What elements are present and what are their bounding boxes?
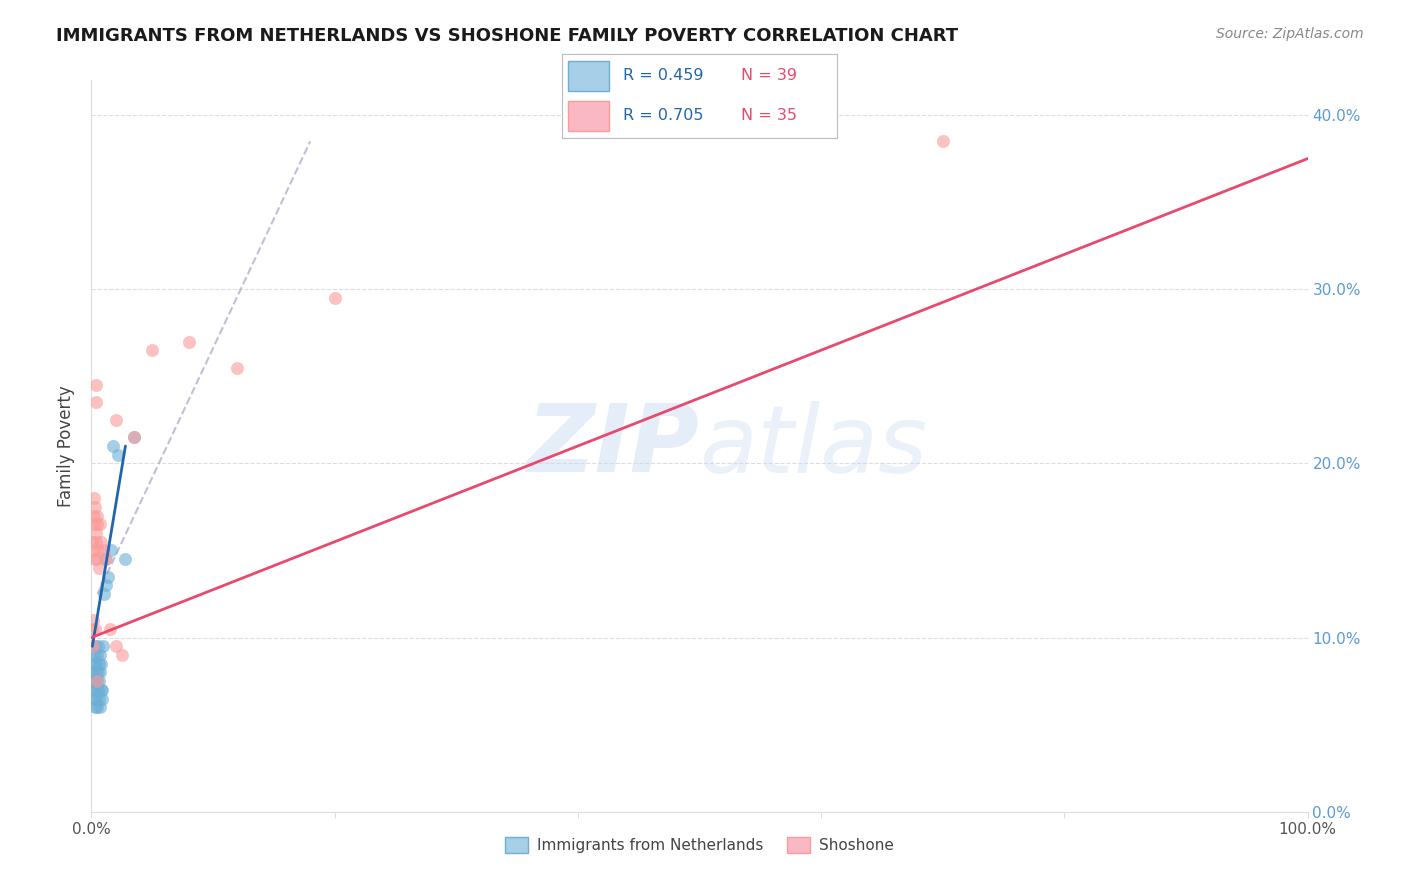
Text: ZIP: ZIP xyxy=(527,400,699,492)
Point xyxy=(84,622,107,636)
Point xyxy=(87,561,110,575)
Point xyxy=(83,691,105,706)
Text: R = 0.705: R = 0.705 xyxy=(623,108,703,123)
Point xyxy=(114,552,136,566)
Point xyxy=(82,534,104,549)
Point xyxy=(931,134,953,148)
Point xyxy=(83,508,105,523)
Point xyxy=(82,674,104,689)
Point xyxy=(83,700,105,714)
Point xyxy=(89,665,111,680)
Point xyxy=(86,665,108,680)
Point xyxy=(83,648,105,662)
Point xyxy=(86,508,108,523)
Point xyxy=(94,552,117,566)
Point xyxy=(83,543,105,558)
FancyBboxPatch shape xyxy=(568,62,609,91)
Point xyxy=(89,674,111,689)
Point xyxy=(87,682,110,697)
Point xyxy=(84,395,107,409)
Point xyxy=(91,682,114,697)
Point xyxy=(94,578,117,592)
Point xyxy=(83,517,105,532)
Y-axis label: Family Poverty: Family Poverty xyxy=(58,385,76,507)
Point xyxy=(83,491,105,506)
Point xyxy=(226,360,249,375)
Point xyxy=(87,640,110,654)
Point xyxy=(100,543,122,558)
Point xyxy=(177,334,200,349)
FancyBboxPatch shape xyxy=(568,101,609,130)
Point xyxy=(323,291,346,305)
Point xyxy=(84,378,107,392)
Point xyxy=(91,640,114,654)
Point xyxy=(84,552,107,566)
Point xyxy=(94,552,117,566)
Point xyxy=(107,448,129,462)
Text: atlas: atlas xyxy=(699,401,928,491)
Point xyxy=(83,682,105,697)
Point xyxy=(87,657,110,671)
Point xyxy=(86,674,108,689)
Text: R = 0.459: R = 0.459 xyxy=(623,69,703,84)
Point xyxy=(84,665,107,680)
Point xyxy=(84,674,107,689)
Point xyxy=(82,622,104,636)
Point xyxy=(97,569,120,583)
Point xyxy=(90,691,112,706)
Point xyxy=(87,543,110,558)
Point xyxy=(89,648,111,662)
Point xyxy=(84,682,107,697)
Text: Source: ZipAtlas.com: Source: ZipAtlas.com xyxy=(1216,27,1364,41)
Point xyxy=(86,700,108,714)
Point xyxy=(86,674,108,689)
Point xyxy=(82,640,104,654)
Point xyxy=(90,657,112,671)
Text: N = 35: N = 35 xyxy=(741,108,797,123)
Point xyxy=(86,648,108,662)
Point xyxy=(122,430,145,444)
Point xyxy=(103,439,125,453)
Point xyxy=(93,543,115,558)
Point xyxy=(104,413,127,427)
Point xyxy=(84,691,107,706)
Text: N = 39: N = 39 xyxy=(741,69,797,84)
Point xyxy=(98,622,121,636)
Text: IMMIGRANTS FROM NETHERLANDS VS SHOSHONE FAMILY POVERTY CORRELATION CHART: IMMIGRANTS FROM NETHERLANDS VS SHOSHONE … xyxy=(56,27,959,45)
Point xyxy=(83,657,105,671)
Point xyxy=(104,640,127,654)
Point xyxy=(89,517,111,532)
Point xyxy=(141,343,163,358)
Point xyxy=(90,534,112,549)
Point xyxy=(84,526,107,541)
Point xyxy=(89,682,111,697)
Point xyxy=(84,534,107,549)
Point xyxy=(84,552,107,566)
Point xyxy=(93,587,115,601)
Point xyxy=(82,665,104,680)
Point xyxy=(89,700,111,714)
Point xyxy=(83,500,105,514)
Point xyxy=(84,640,107,654)
Point xyxy=(86,657,108,671)
Point xyxy=(111,648,134,662)
Point xyxy=(87,691,110,706)
Point xyxy=(122,430,145,444)
Point xyxy=(82,613,104,627)
Legend: Immigrants from Netherlands, Shoshone: Immigrants from Netherlands, Shoshone xyxy=(499,830,900,859)
Point xyxy=(86,517,108,532)
